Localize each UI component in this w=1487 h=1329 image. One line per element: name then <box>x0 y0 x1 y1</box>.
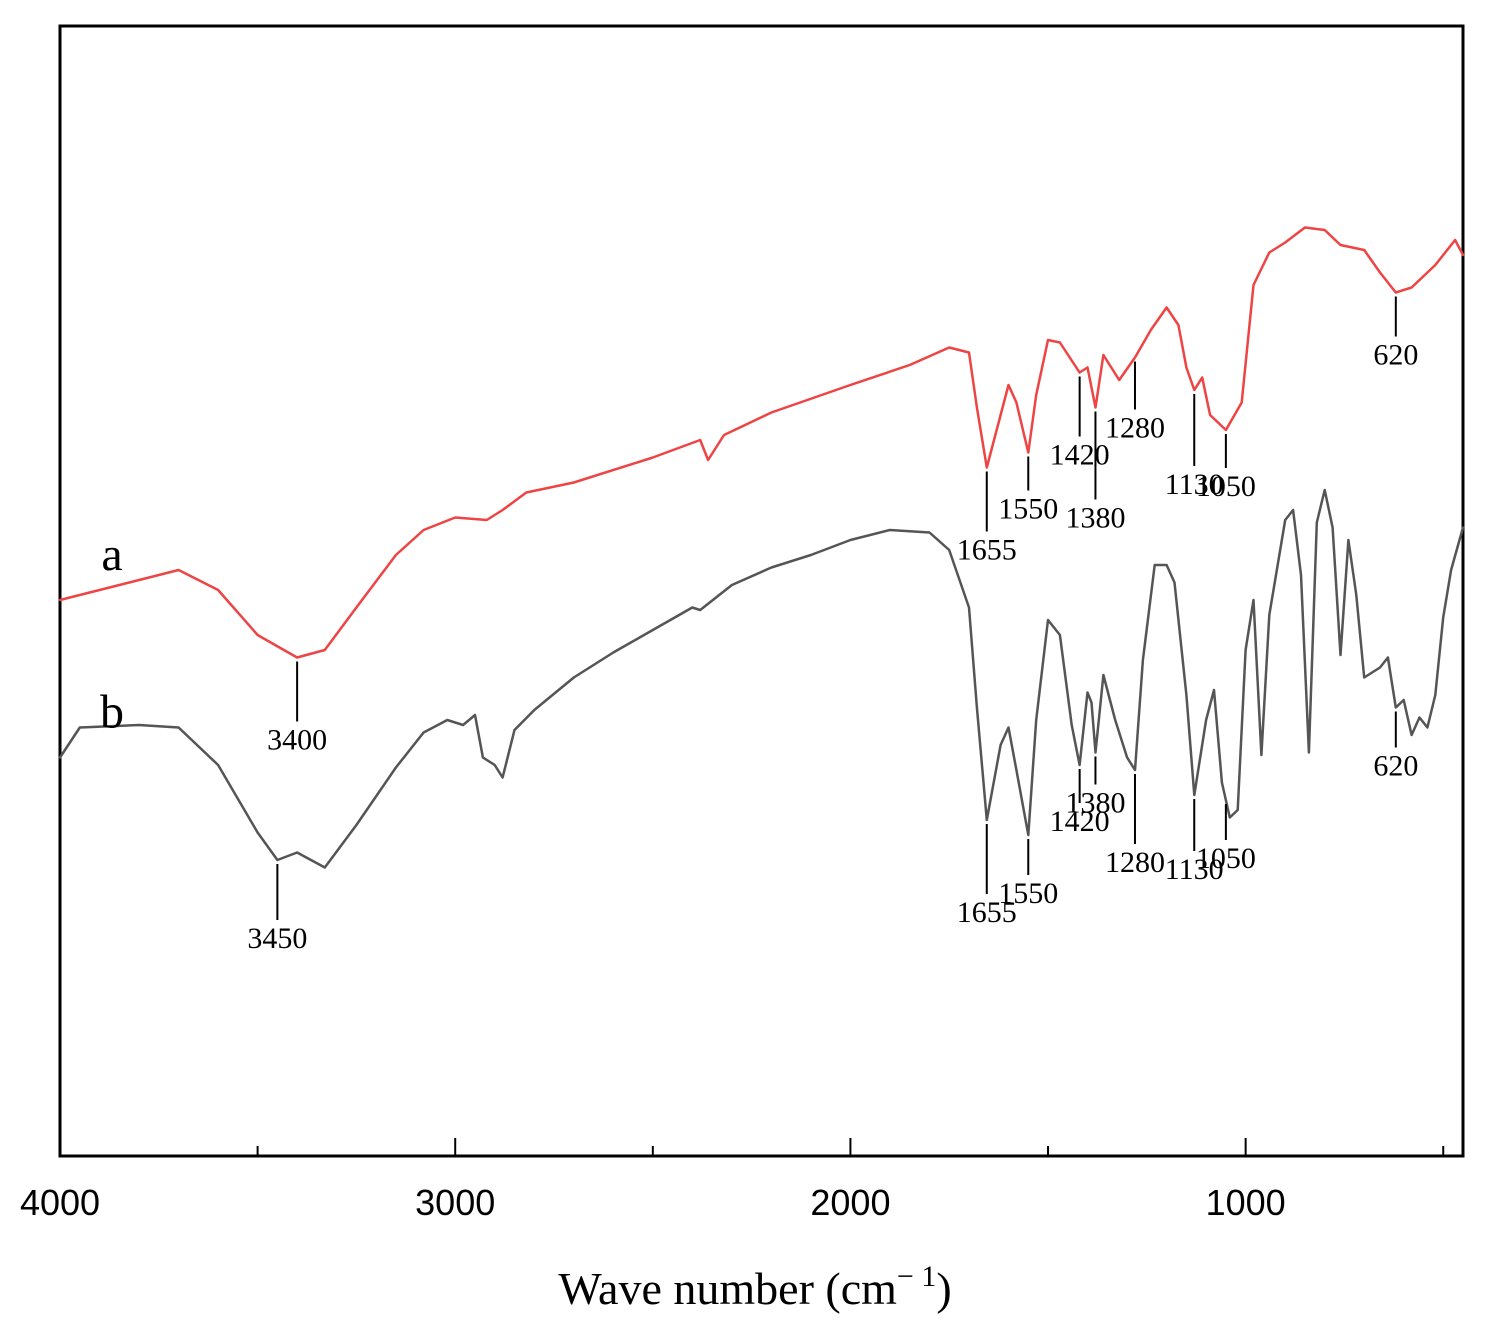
x-tick-label: 3000 <box>415 1182 495 1223</box>
peak-label: 3450 <box>247 922 307 955</box>
series-line-a <box>58 226 1465 659</box>
series-line-b <box>58 488 1465 869</box>
peak-label: 3400 <box>267 724 327 757</box>
peak-label: 1380 <box>1065 502 1125 535</box>
x-axis-tick-labels: 4000 3000 2000 1000 <box>20 1182 1286 1223</box>
series-labels: ab <box>100 528 124 739</box>
peak-annotations: 3400165515501420138012801130105062034501… <box>247 296 1418 955</box>
peak-label: 1280 <box>1105 412 1165 445</box>
peak-label: 1420 <box>1050 805 1110 838</box>
peak-label: 1050 <box>1196 842 1256 875</box>
x-axis-title: Wave number (cm− 1) <box>558 1260 951 1314</box>
plot-frame <box>58 24 1465 1158</box>
peak-label: 1550 <box>998 493 1058 526</box>
peak-label: 1050 <box>1196 470 1256 503</box>
peak-label: 1655 <box>957 534 1017 567</box>
series-label-a: a <box>101 528 122 581</box>
peak-label: 1420 <box>1050 439 1110 472</box>
peak-label: 1550 <box>998 877 1058 910</box>
peak-label: 1280 <box>1105 846 1165 879</box>
series-label-b: b <box>100 686 124 739</box>
series-lines <box>58 226 1465 869</box>
peak-label: 1655 <box>957 896 1017 929</box>
x-tick-label: 4000 <box>20 1182 100 1223</box>
peak-label: 620 <box>1373 339 1418 372</box>
x-tick-label: 1000 <box>1206 1182 1286 1223</box>
x-axis-ticks <box>59 1138 1445 1156</box>
peak-label: 620 <box>1373 750 1418 783</box>
x-tick-label: 2000 <box>810 1182 890 1223</box>
peak-label: 1130 <box>1165 853 1224 886</box>
peak-label: 1130 <box>1165 468 1224 501</box>
peak-label: 1380 <box>1065 787 1125 820</box>
